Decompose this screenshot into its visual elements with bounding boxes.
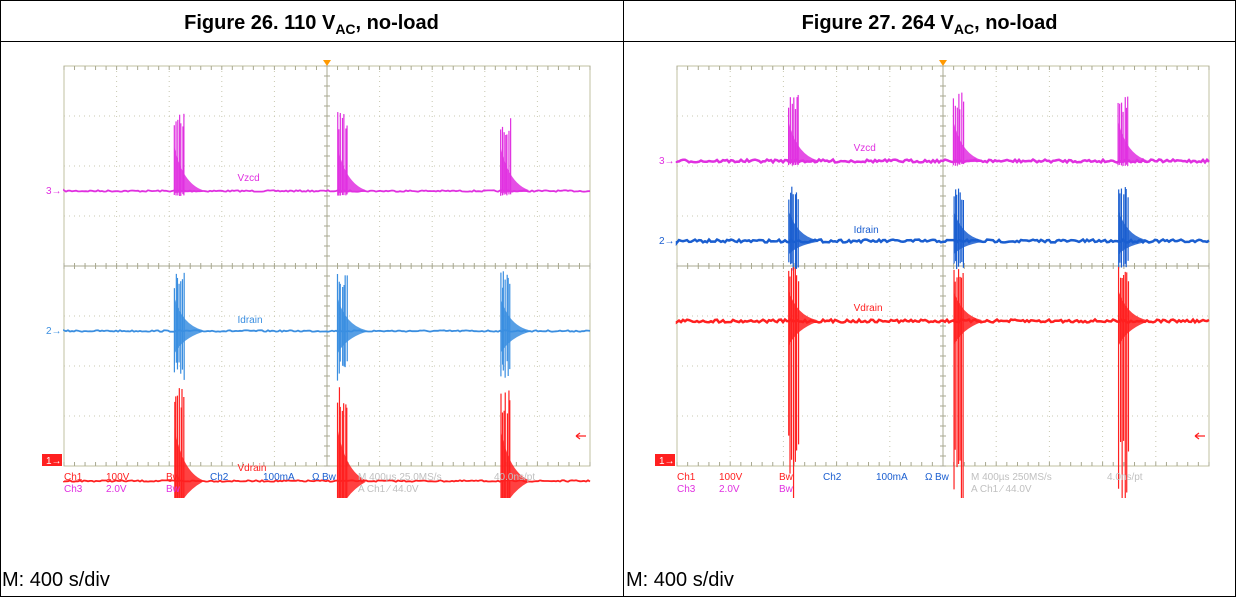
- ringing-envelope: [788, 290, 817, 346]
- readout-row1-item: 4.0ns/pt: [1107, 472, 1143, 483]
- readout-row2-item: 2.0V: [106, 484, 127, 495]
- reference-marker-ch1: 1→: [655, 454, 675, 467]
- ringing-envelope: [500, 147, 529, 194]
- readout-row1-item: Ch1: [64, 472, 83, 483]
- ringing-envelope: [500, 428, 529, 498]
- reference-marker-ch3: 3→: [659, 156, 675, 167]
- readout-row2-item: Ch3: [64, 484, 83, 495]
- ringing-envelope: [337, 428, 366, 498]
- trace-vdrain: Vdrain: [63, 387, 591, 498]
- reference-marker-ch2: 2→: [46, 326, 62, 337]
- figure-26-caption: M: 400 s/div: [2, 569, 110, 591]
- readout-row1-item: M 400µs 250MS/s: [971, 472, 1052, 483]
- readout-row1-item: 100mA: [263, 472, 295, 483]
- ringing-envelope: [337, 147, 366, 194]
- ref-marker-text: 2→: [46, 326, 62, 337]
- ringing-envelope: [174, 298, 203, 354]
- trace-vdrain: Vdrain: [675, 266, 1210, 498]
- ch1-ground-badge: [42, 454, 62, 466]
- ch1-ground-badge: [655, 454, 675, 466]
- readout-row1-item: Ω: [312, 472, 320, 483]
- graticule-axes: [676, 65, 1210, 467]
- ringing-envelope: [337, 298, 366, 354]
- ringing-envelope: [1118, 122, 1147, 164]
- header-divider: [0, 41, 1236, 42]
- column-divider: [623, 0, 624, 597]
- readout-row2-item: Ch3: [677, 484, 696, 495]
- ref-marker-text: 2→: [659, 236, 675, 247]
- trace-vzcd: Vzcd: [675, 92, 1210, 166]
- readout-row1-item: Ch2: [823, 472, 842, 483]
- ringing-envelope: [953, 122, 982, 164]
- oscilloscope-figure-27: Vzcd 3→ Idrain 2→ Vdrain 1→Ch1 100V Bw Ch2 100mA Ω…: [655, 60, 1210, 498]
- oscilloscope-figure-26: Vzcd 3→ Idrain 2→ Vdrain 1→Ch1 100V Bw Ch2 100mA Ω…: [42, 60, 591, 498]
- readout-row1-item: Bw: [935, 472, 950, 483]
- ringing-envelope: [953, 290, 982, 346]
- readout-row2-item: 2.0V: [719, 484, 740, 495]
- figure-27-title: Figure 27. 264 VAC, no-load: [801, 12, 1058, 37]
- readout-row1-item: M 400µs 25.0MS/s: [358, 472, 442, 483]
- trace-label-idrain: Idrain: [238, 315, 263, 326]
- trace-label-vzcd: Vzcd: [854, 143, 876, 154]
- readout-row2-item: Bw: [166, 484, 181, 495]
- ringing-envelope: [953, 210, 982, 255]
- ringing-envelope: [1118, 290, 1147, 346]
- ringing-envelope: [1118, 210, 1147, 255]
- ringing-envelope: [788, 122, 817, 164]
- figure-26-title: Figure 26. 110 VAC, no-load: [184, 12, 439, 37]
- trigger-position-marker: [323, 60, 331, 66]
- ref-marker-text: 3→: [46, 186, 62, 197]
- readout-row1-item: Ch2: [210, 472, 229, 483]
- trace-label-vdrain: Vdrain: [238, 463, 267, 474]
- readout-row1-item: Bw: [322, 472, 337, 483]
- readout-row1-item: 40.0ns/pt: [494, 472, 535, 483]
- trigger-position-marker: [939, 60, 947, 66]
- ringing-envelope: [174, 428, 203, 498]
- trace-idrain: Idrain: [63, 271, 591, 381]
- ch1-ground-text: 1→: [46, 456, 62, 467]
- readout-row1-item: Ω: [925, 472, 933, 483]
- readout-row1-item: 100V: [719, 472, 743, 483]
- trace-vzcd: Vzcd: [63, 112, 591, 196]
- reference-marker-ch2: 2→: [659, 236, 675, 247]
- readout-row1-item: Bw: [779, 472, 794, 483]
- trace-label-idrain: Idrain: [854, 225, 879, 236]
- readout-row1-item: Bw: [166, 472, 181, 483]
- figure-27-caption: M: 400 s/div: [626, 569, 734, 591]
- reference-marker-ch3: 3→: [46, 186, 62, 197]
- ch1-ground-text: 1→: [659, 456, 675, 467]
- graticule-axes: [63, 65, 591, 467]
- trace-label-vzcd: Vzcd: [238, 173, 260, 184]
- trigger-level-arrow: [1194, 432, 1205, 440]
- reference-marker-ch1: 1→: [42, 454, 62, 467]
- ref-marker-text: 3→: [659, 156, 675, 167]
- ringing-envelope: [500, 298, 529, 354]
- readout-row1-item: 100mA: [876, 472, 908, 483]
- readout-row2-item: Bw: [779, 484, 794, 495]
- trigger-level-arrow: [575, 432, 586, 440]
- readout-row1-item: Ch1: [677, 472, 696, 483]
- trace-label-vdrain: Vdrain: [854, 303, 883, 314]
- ringing-envelope: [788, 210, 817, 255]
- trace-idrain: Idrain: [675, 186, 1210, 271]
- ringing-envelope: [174, 147, 203, 194]
- readout-row1-item: 100V: [106, 472, 130, 483]
- readout-row2-item: A Ch1 ∕ 44.0V: [358, 484, 419, 495]
- readout-row2-item: A Ch1 ∕ 44.0V: [971, 484, 1032, 495]
